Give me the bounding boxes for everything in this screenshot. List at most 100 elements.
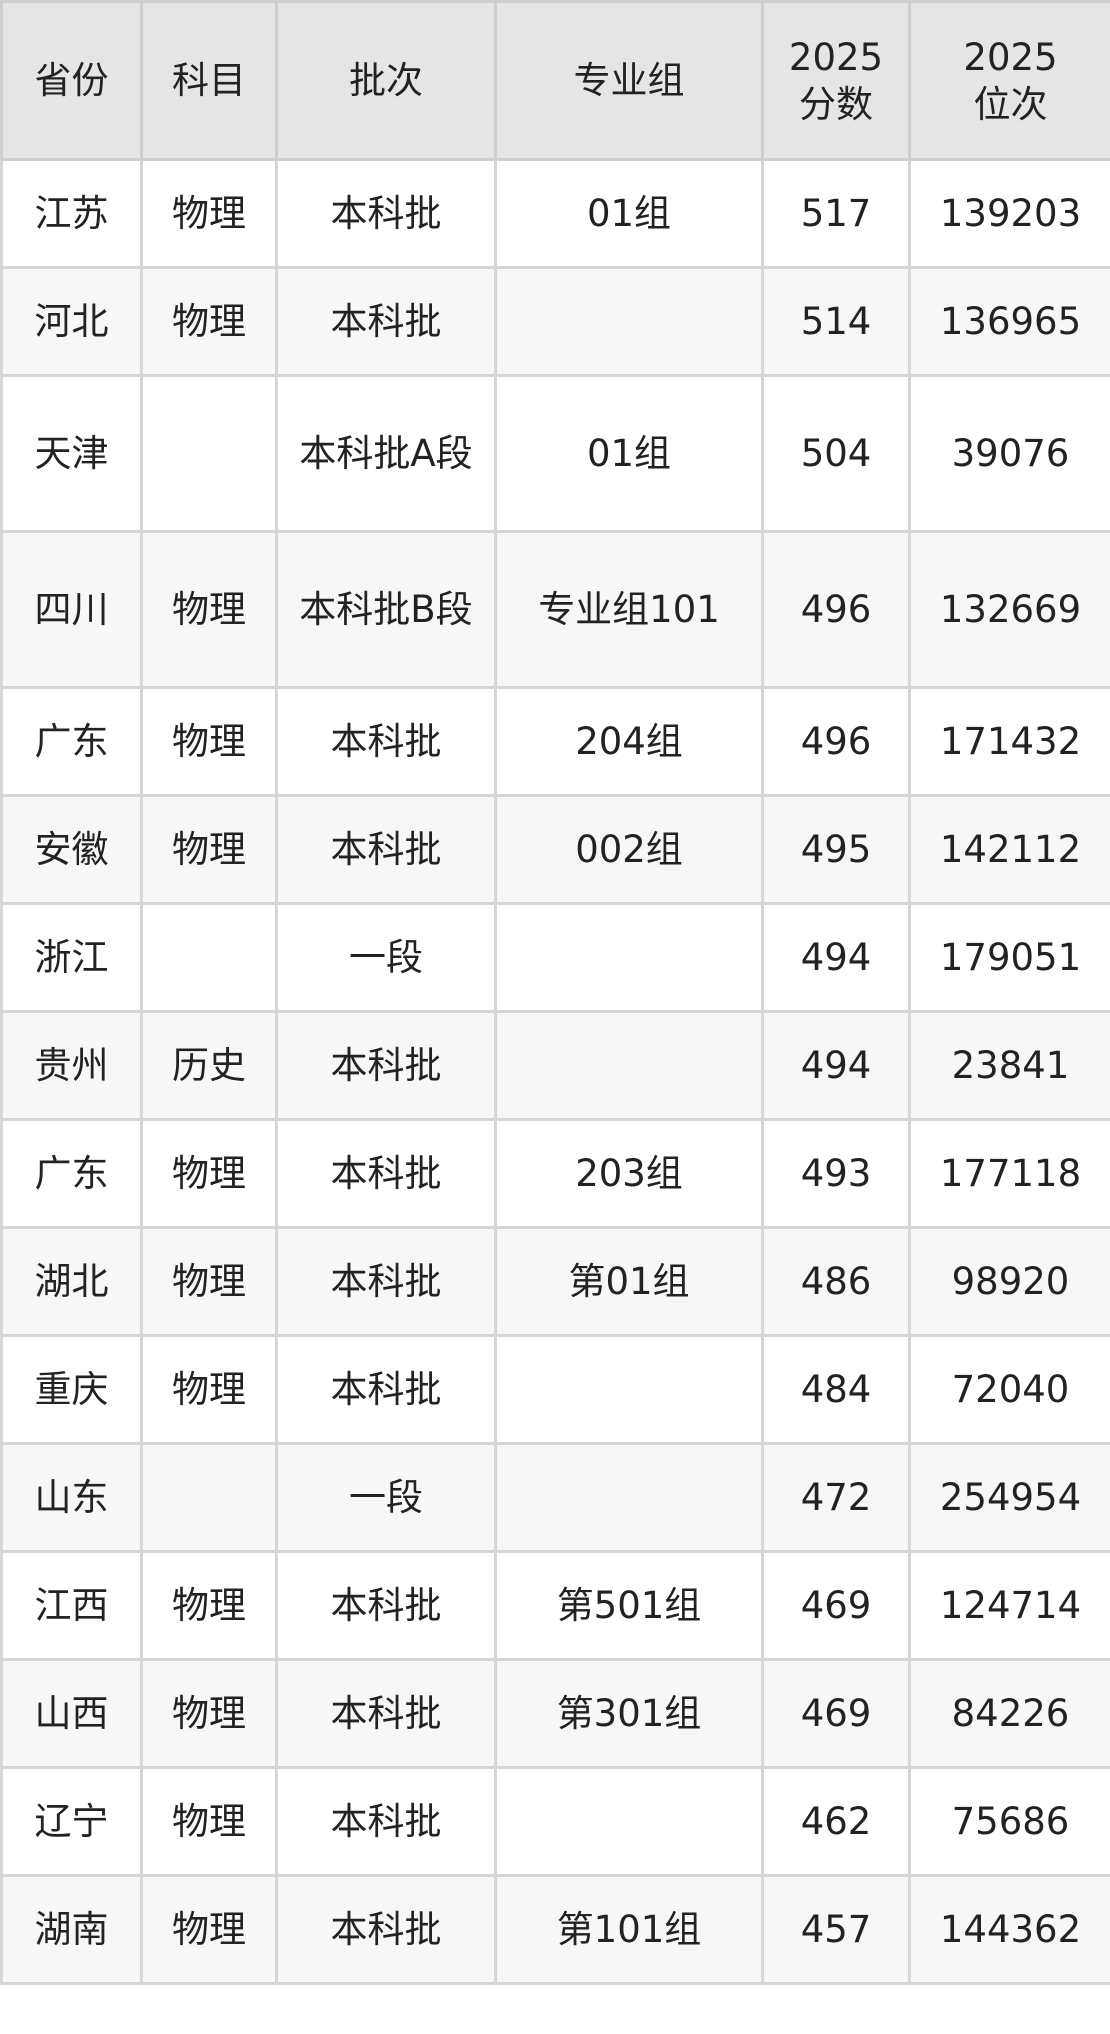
header-province: 省份 xyxy=(0,0,143,161)
cell-province: 浙江 xyxy=(0,902,143,1013)
cell-subject: 物理 xyxy=(140,794,278,905)
cell-major-group xyxy=(494,1766,764,1877)
cell-major-group: 01组 xyxy=(494,158,764,269)
table-row: 辽宁 物理 本科批 462 75686 xyxy=(0,1766,1110,1877)
cell-score: 494 xyxy=(761,902,911,1013)
cell-batch: 本科批 xyxy=(275,158,497,269)
table-row: 江苏 物理 本科批 01组 517 139203 xyxy=(0,158,1110,269)
cell-rank: 23841 xyxy=(908,1010,1110,1121)
cell-subject: 物理 xyxy=(140,1118,278,1229)
cell-score: 517 xyxy=(761,158,911,269)
cell-rank: 254954 xyxy=(908,1442,1110,1553)
cell-subject: 物理 xyxy=(140,1658,278,1769)
cell-batch: 本科批 xyxy=(275,1334,497,1445)
cell-rank: 142112 xyxy=(908,794,1110,905)
cell-rank: 179051 xyxy=(908,902,1110,1013)
cell-major-group xyxy=(494,1334,764,1445)
cell-batch: 本科批 xyxy=(275,1874,497,1985)
cell-major-group: 002组 xyxy=(494,794,764,905)
cell-score: 469 xyxy=(761,1658,911,1769)
cell-rank: 84226 xyxy=(908,1658,1110,1769)
cell-subject: 物理 xyxy=(140,1550,278,1661)
cell-score: 496 xyxy=(761,686,911,797)
cell-major-group: 203组 xyxy=(494,1118,764,1229)
table-row: 山西 物理 本科批 第301组 469 84226 xyxy=(0,1658,1110,1769)
cell-province: 山东 xyxy=(0,1442,143,1553)
cell-subject xyxy=(140,374,278,533)
table-row: 贵州 历史 本科批 494 23841 xyxy=(0,1010,1110,1121)
table-row: 山东 一段 472 254954 xyxy=(0,1442,1110,1553)
cell-subject xyxy=(140,902,278,1013)
cell-batch: 本科批 xyxy=(275,266,497,377)
cell-rank: 136965 xyxy=(908,266,1110,377)
cell-subject: 物理 xyxy=(140,266,278,377)
cell-rank: 124714 xyxy=(908,1550,1110,1661)
cell-score: 457 xyxy=(761,1874,911,1985)
table-row: 河北 物理 本科批 514 136965 xyxy=(0,266,1110,377)
table-row: 广东 物理 本科批 204组 496 171432 xyxy=(0,686,1110,797)
cell-score: 486 xyxy=(761,1226,911,1337)
cell-subject: 物理 xyxy=(140,1334,278,1445)
cell-province: 湖北 xyxy=(0,1226,143,1337)
table-row: 湖南 物理 本科批 第101组 457 144362 xyxy=(0,1874,1110,1985)
cell-province: 广东 xyxy=(0,686,143,797)
cell-major-group xyxy=(494,266,764,377)
table-row: 浙江 一段 494 179051 xyxy=(0,902,1110,1013)
cell-major-group: 专业组101 xyxy=(494,530,764,689)
cell-batch: 一段 xyxy=(275,902,497,1013)
cell-major-group: 第301组 xyxy=(494,1658,764,1769)
cell-subject: 物理 xyxy=(140,158,278,269)
cell-province: 江苏 xyxy=(0,158,143,269)
cell-province: 江西 xyxy=(0,1550,143,1661)
cell-rank: 98920 xyxy=(908,1226,1110,1337)
cell-score: 496 xyxy=(761,530,911,689)
header-score: 2025 分数 xyxy=(761,0,911,161)
header-batch: 批次 xyxy=(275,0,497,161)
cell-province: 广东 xyxy=(0,1118,143,1229)
cell-major-group xyxy=(494,1442,764,1553)
cell-batch: 本科批 xyxy=(275,794,497,905)
cell-batch: 本科批A段 xyxy=(275,374,497,533)
cell-rank: 139203 xyxy=(908,158,1110,269)
cell-batch: 本科批 xyxy=(275,1658,497,1769)
cell-batch: 本科批B段 xyxy=(275,530,497,689)
cell-province: 辽宁 xyxy=(0,1766,143,1877)
cell-province: 贵州 xyxy=(0,1010,143,1121)
table-body: 江苏 物理 本科批 01组 517 139203 河北 物理 本科批 514 136965 天津 本科批… xyxy=(0,158,1110,1985)
table-row: 重庆 物理 本科批 484 72040 xyxy=(0,1334,1110,1445)
header-major-group: 专业组 xyxy=(494,0,764,161)
table-row: 广东 物理 本科批 203组 493 177118 xyxy=(0,1118,1110,1229)
cell-province: 安徽 xyxy=(0,794,143,905)
cell-province: 湖南 xyxy=(0,1874,143,1985)
cell-subject: 物理 xyxy=(140,1226,278,1337)
cell-major-group xyxy=(494,1010,764,1121)
cell-batch: 本科批 xyxy=(275,1226,497,1337)
cell-province: 山西 xyxy=(0,1658,143,1769)
cell-batch: 本科批 xyxy=(275,1010,497,1121)
cell-subject xyxy=(140,1442,278,1553)
cell-rank: 75686 xyxy=(908,1766,1110,1877)
cell-subject: 物理 xyxy=(140,1874,278,1985)
cell-province: 河北 xyxy=(0,266,143,377)
cell-rank: 39076 xyxy=(908,374,1110,533)
cell-province: 重庆 xyxy=(0,1334,143,1445)
cell-score: 469 xyxy=(761,1550,911,1661)
cell-subject: 物理 xyxy=(140,1766,278,1877)
header-rank: 2025 位次 xyxy=(908,0,1110,161)
cell-major-group: 204组 xyxy=(494,686,764,797)
table-row: 四川 物理 本科批B段 专业组101 496 132669 xyxy=(0,530,1110,689)
cell-major-group: 第01组 xyxy=(494,1226,764,1337)
cell-batch: 本科批 xyxy=(275,1550,497,1661)
cell-major-group: 01组 xyxy=(494,374,764,533)
cell-score: 484 xyxy=(761,1334,911,1445)
cell-province: 四川 xyxy=(0,530,143,689)
table-row: 安徽 物理 本科批 002组 495 142112 xyxy=(0,794,1110,905)
cell-score: 493 xyxy=(761,1118,911,1229)
table-row: 湖北 物理 本科批 第01组 486 98920 xyxy=(0,1226,1110,1337)
score-table: 省份 科目 批次 专业组 2025 分数 2025 位次 江苏 物理 本科批 01组 5… xyxy=(0,0,1110,1985)
cell-subject: 物理 xyxy=(140,686,278,797)
cell-score: 504 xyxy=(761,374,911,533)
cell-subject: 物理 xyxy=(140,530,278,689)
cell-major-group xyxy=(494,902,764,1013)
cell-major-group: 第101组 xyxy=(494,1874,764,1985)
